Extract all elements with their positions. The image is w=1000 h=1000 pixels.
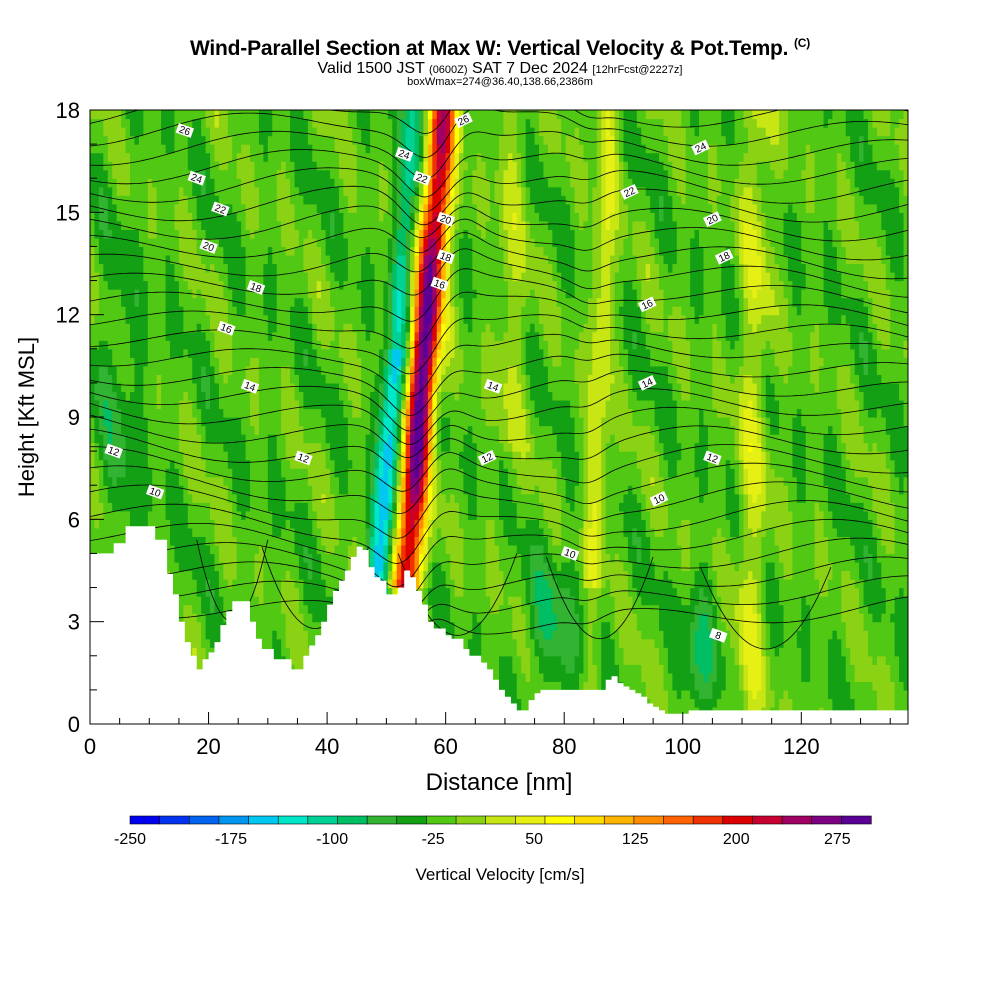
box-info: boxWmax=274@36.40,138.66,2386m bbox=[407, 76, 593, 88]
contour-label: 22 bbox=[412, 170, 432, 186]
contour-label: 18 bbox=[246, 279, 266, 296]
colorbar-tick-label: -25 bbox=[422, 831, 445, 848]
y-tick-label: 15 bbox=[56, 200, 80, 225]
colorbar-swatch bbox=[248, 815, 279, 825]
x-axis-label: Distance [nm] bbox=[426, 769, 573, 796]
colorbar-tick-label: 125 bbox=[622, 831, 649, 848]
x-tick-label: 40 bbox=[315, 734, 339, 759]
colorbar: -250 -175 -100 -25 50 125 200 275 Vertical Veloc… bbox=[114, 815, 872, 884]
valid-time: Valid 1500 JST bbox=[317, 60, 425, 77]
colorbar-swatch bbox=[159, 815, 190, 825]
colorbar-swatch bbox=[366, 815, 398, 825]
vertical-velocity-field bbox=[90, 110, 908, 724]
contour-label: 16 bbox=[430, 276, 449, 292]
contour-label: 12 bbox=[703, 450, 722, 466]
colorbar-swatch bbox=[455, 815, 487, 825]
contour-label: 12 bbox=[294, 450, 313, 466]
forecast-info: [12hrFcst@2227z] bbox=[592, 64, 683, 76]
colorbar-swatch bbox=[277, 815, 309, 825]
colorbar-swatch bbox=[218, 815, 250, 825]
contour-label: 8 bbox=[709, 627, 728, 643]
contour-label: 14 bbox=[637, 374, 657, 391]
contour-label: 16 bbox=[637, 296, 657, 313]
x-tick-label: 120 bbox=[783, 734, 820, 759]
y-tick-label: 18 bbox=[56, 98, 80, 123]
contour-label: 22 bbox=[620, 183, 639, 200]
colorbar-swatch bbox=[307, 815, 339, 825]
colorbar-swatch bbox=[722, 815, 754, 825]
colorbar-swatch bbox=[485, 815, 516, 825]
x-tick-label: 60 bbox=[433, 734, 457, 759]
colorbar-swatch bbox=[781, 815, 813, 825]
contour-label: 26 bbox=[175, 123, 195, 139]
contour-label: 10 bbox=[560, 545, 580, 562]
x-tick-label: 80 bbox=[552, 734, 576, 759]
x-tick-label: 0 bbox=[84, 734, 96, 759]
colorbar-swatch bbox=[811, 815, 842, 825]
colorbar-tick-label: -100 bbox=[316, 831, 348, 848]
y-axis-label: Height [Kft MSL] bbox=[14, 337, 39, 497]
colorbar-swatch bbox=[574, 815, 605, 825]
colorbar-swatch bbox=[396, 815, 428, 825]
contour-label: 18 bbox=[714, 248, 734, 265]
contour-label: 18 bbox=[436, 249, 455, 265]
pot-temp-contours bbox=[90, 110, 908, 650]
colorbar-tick-label: 200 bbox=[723, 831, 750, 848]
colorbar-swatch bbox=[752, 815, 783, 825]
colorbar-swatch bbox=[603, 815, 635, 825]
axes: 0 20 40 60 80 100 120 0 3 6 9 12 15 18 Distance [nm] He… bbox=[14, 98, 909, 796]
y-tick-label: 12 bbox=[56, 303, 80, 328]
colorbar-swatch bbox=[188, 815, 220, 825]
copyright-mark: (C) bbox=[793, 36, 811, 50]
colorbar-tick-label: 275 bbox=[824, 831, 851, 848]
valid-time-utc: (0600Z) bbox=[429, 64, 468, 76]
colorbar-label: Vertical Velocity [cm/s] bbox=[415, 865, 584, 884]
terrain-area bbox=[90, 526, 908, 724]
contour-label: 10 bbox=[649, 490, 669, 507]
colorbar-swatch bbox=[337, 815, 368, 825]
contour-label: 24 bbox=[394, 146, 414, 162]
colorbar-swatch bbox=[841, 815, 872, 825]
y-tick-label: 3 bbox=[68, 610, 80, 635]
terrain-mask bbox=[90, 526, 908, 724]
contour-label: 24 bbox=[691, 139, 710, 156]
chart-subtitle: Valid 1500 JST (0600Z) SAT 7 Dec 2024 [1… bbox=[0, 60, 1000, 78]
contour-label: 20 bbox=[703, 211, 722, 227]
y-tick-label: 9 bbox=[68, 405, 80, 430]
contour-label: 14 bbox=[240, 378, 260, 394]
contour-label: 12 bbox=[104, 443, 123, 459]
colorbar-swatch bbox=[129, 815, 161, 825]
y-tick-label: 0 bbox=[68, 712, 80, 737]
chart-title: Wind-Parallel Section at Max W: Vertical… bbox=[0, 36, 1000, 61]
valid-date: SAT 7 Dec 2024 bbox=[472, 60, 588, 77]
colorbar-swatch bbox=[692, 815, 724, 825]
colorbar-swatch bbox=[515, 815, 546, 825]
contour-label: 20 bbox=[436, 211, 455, 227]
contour-labels: 26 26 24 24 24 22 22 22 20 20 20 18 18 18 16 16 16 14 14 14… bbox=[104, 112, 734, 643]
colorbar-tick-label: -175 bbox=[215, 831, 247, 848]
contour-label: 24 bbox=[187, 170, 206, 186]
contour-label: 26 bbox=[454, 112, 473, 128]
contour-label: 16 bbox=[217, 320, 236, 336]
contour-label: 14 bbox=[483, 378, 503, 394]
contour-label: 22 bbox=[211, 201, 230, 217]
colorbar-swatch bbox=[633, 815, 665, 825]
y-tick-label: 6 bbox=[68, 507, 80, 532]
contour-label: 10 bbox=[145, 484, 165, 500]
colorbar-swatch bbox=[544, 815, 576, 825]
colorbar-tick-label: 50 bbox=[525, 831, 543, 848]
x-tick-label: 20 bbox=[196, 734, 220, 759]
contour-label: 20 bbox=[199, 238, 218, 255]
colorbar-tick-label: -250 bbox=[114, 831, 146, 848]
contour-label: 12 bbox=[477, 449, 497, 466]
chart-title-main: Wind-Parallel Section at Max W: Vertical… bbox=[189, 37, 789, 60]
colorbar-swatch bbox=[663, 815, 694, 825]
colorbar-swatch bbox=[426, 815, 457, 825]
x-tick-label: 100 bbox=[664, 734, 701, 759]
